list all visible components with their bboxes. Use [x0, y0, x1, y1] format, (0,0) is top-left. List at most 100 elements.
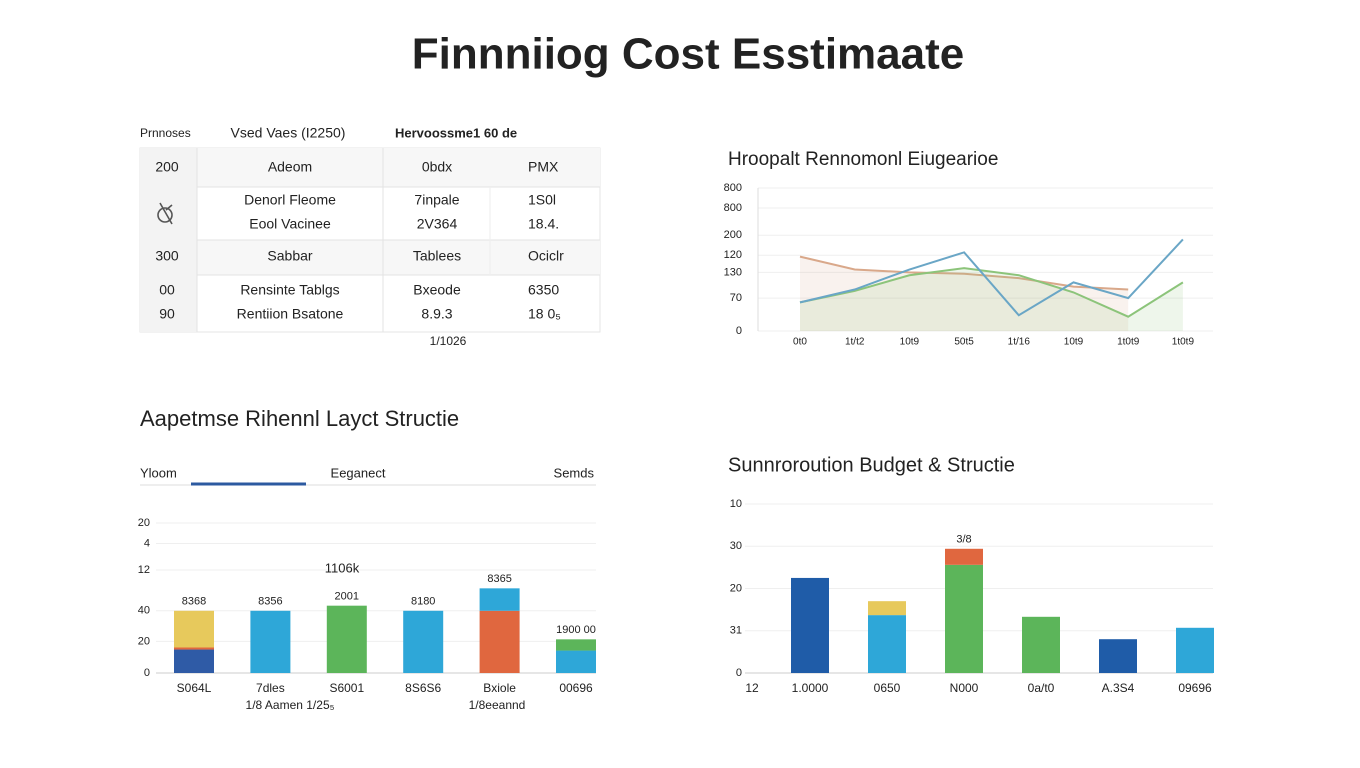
table-cell: 0bdx [422, 159, 452, 175]
table-cell: 18 0₅ [528, 306, 561, 322]
bar-label: 8365 [487, 573, 511, 585]
table-cell: Denorl Fleome [244, 192, 336, 208]
table-cell: Adeom [268, 159, 312, 175]
row-lead: 200 [155, 159, 179, 175]
bar-label: 8368 [182, 596, 206, 608]
x-tick-label: 09696 [1178, 681, 1212, 695]
x-tick-label: 1t/t2 [845, 337, 865, 348]
x-tick-label: 7dles [256, 681, 285, 695]
table-header: Hervoossme1 60 de [395, 125, 517, 140]
y-tick-label: 0 [736, 325, 742, 337]
table-cell: Rensinte Tablgs [240, 282, 339, 298]
bar-segment [174, 647, 214, 650]
bar-segment [1099, 639, 1137, 673]
x-tick-label: 10t9 [900, 337, 920, 348]
row-lead: 90 [159, 306, 175, 322]
annotation: 3/8 [956, 534, 971, 546]
bar-label: 8356 [258, 596, 282, 608]
tab: Yloom [140, 465, 177, 480]
table-cell: 8.9.3 [421, 306, 452, 322]
table-cell: Eool Vacinee [249, 216, 331, 232]
y-tick-label: 4 [144, 537, 150, 549]
line [799, 267, 1184, 318]
annotation: 1106k [325, 560, 360, 575]
tab: Eeganect [331, 465, 386, 480]
row-band [197, 240, 600, 275]
bar-segment [174, 649, 214, 673]
x-tick-label: 1t0t9 [1172, 337, 1195, 348]
bar-segment [250, 610, 291, 673]
x-tick-label: 1t/16 [1008, 337, 1031, 348]
table-cell: 6350 [528, 282, 559, 298]
bar-segment [326, 605, 367, 673]
y-tick-label: 0 [144, 667, 150, 679]
y-tick-label: 20 [138, 517, 150, 529]
bar-segment [868, 601, 906, 616]
line [799, 255, 1129, 291]
table-cell: Tablees [413, 248, 461, 264]
y-tick-label: 120 [724, 249, 742, 261]
x-tick-label: 1t0t9 [1117, 337, 1140, 348]
x-tick-label: 8S6S6 [405, 681, 441, 695]
table-header: Vsed Vaes (I2250) [231, 125, 346, 141]
table-cell: Bxeode [413, 282, 461, 298]
table-frame [139, 147, 601, 333]
y-tick-label: 20 [730, 582, 742, 594]
bar-segment [791, 577, 829, 673]
y-tick-label: 20 [138, 635, 150, 647]
chart-title: Aapetmse Rihennl Layct Structie [140, 406, 459, 431]
y-tick-label: 200 [724, 229, 742, 241]
x-tick-label: Bxiole [483, 681, 516, 695]
y-tick-label: 30 [730, 540, 742, 552]
x-tick-label: 0t0 [793, 337, 807, 348]
x-tick-label: S064L [177, 681, 212, 695]
bar-segment [556, 639, 596, 651]
bar-segment [945, 564, 983, 673]
bar-label: 8180 [411, 596, 435, 608]
row-band [197, 148, 600, 187]
bar-segment [479, 588, 520, 611]
line [799, 238, 1184, 317]
area [800, 268, 1183, 331]
y-tick-label: 12 [138, 564, 150, 576]
y-tick-label: 130 [724, 266, 742, 278]
y-tick-label: 800 [724, 202, 742, 214]
x-tick-label: 00696 [559, 681, 593, 695]
y-tick-label: 0 [736, 667, 742, 679]
x-tick-label: A.3S4 [1102, 681, 1135, 695]
x-tick-label: 0650 [874, 681, 901, 695]
y-tick-label: 31 [730, 625, 742, 637]
tab: Semds [554, 465, 595, 480]
bar-segment [868, 615, 906, 673]
bar-segment [479, 610, 520, 673]
row-lead: 300 [155, 248, 179, 264]
x-tick-label: 10t9 [1064, 337, 1084, 348]
bar-label: 2001 [335, 591, 359, 603]
bar-segment [556, 650, 596, 673]
table-cell: 2V364 [417, 216, 458, 232]
bar-segment [1022, 616, 1060, 673]
table-cell: 18.4. [528, 216, 559, 232]
y-tick-label: 70 [730, 292, 742, 304]
area [800, 256, 1129, 331]
table-cell: 7inpale [414, 192, 459, 208]
y-tick-label: 10 [730, 498, 742, 510]
x-tick-label: 50t5 [954, 337, 974, 348]
page-title: Finnniiog Cost Esstimaate [412, 30, 965, 79]
table-cell: Sabbar [267, 248, 312, 264]
footnote: 1/8eeannd [469, 698, 526, 712]
table-cell: Rentiion Bsatone [237, 306, 344, 322]
x-tick-label: 1.0000 [792, 681, 829, 695]
bar-segment [403, 610, 444, 673]
annotation: 12 [745, 681, 759, 695]
y-tick-label: 800 [724, 182, 742, 194]
y-tick-label: 40 [138, 605, 150, 617]
bar-segment [1176, 627, 1214, 673]
table-cell: 1S0l [528, 192, 556, 208]
bar-segment [174, 610, 214, 648]
bar-segment [945, 548, 983, 565]
footnote: 1/8 Aamen 1/25₅ [246, 698, 335, 712]
table-footer: 1/1026 [430, 334, 467, 348]
bar-label: 1900 00 [556, 624, 596, 636]
